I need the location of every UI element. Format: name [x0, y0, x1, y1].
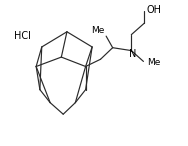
- Text: Me: Me: [147, 58, 160, 67]
- Text: N: N: [129, 49, 136, 59]
- Text: OH: OH: [146, 5, 161, 15]
- Text: HCl: HCl: [14, 31, 31, 41]
- Text: Me: Me: [91, 26, 104, 35]
